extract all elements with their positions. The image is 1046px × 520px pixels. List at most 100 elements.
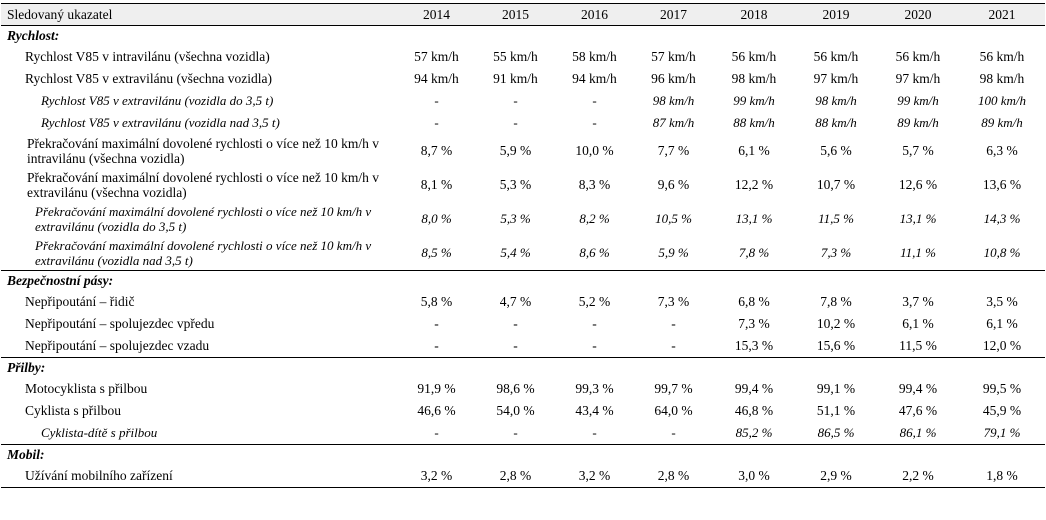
value-cell: 5,4 %	[500, 245, 531, 260]
value-cell: 10,0 %	[575, 143, 614, 158]
section-title: Mobil:	[1, 444, 1045, 465]
value-cell: 6,1 %	[986, 316, 1018, 331]
value-cell: 91,9 %	[417, 381, 456, 396]
value-cell: 85,2 %	[735, 425, 773, 440]
value-cell: 9,6 %	[657, 177, 690, 192]
value-cell: -	[671, 338, 676, 353]
value-cell: 8,5 %	[421, 245, 452, 260]
table-row: Cyklista-dítě s přilbou - - - - 85,2 % 86,5 % 8…	[1, 422, 1045, 445]
value-cell: 10,2 %	[816, 316, 856, 331]
value-cell: 89 km/h	[897, 115, 939, 130]
row-label: Překračování maximální dovolené rychlost…	[27, 136, 380, 166]
row-label: Cyklista s přilbou	[25, 403, 122, 418]
year-header: 2018	[713, 3, 795, 26]
value-cell: -	[513, 338, 518, 353]
value-cell: -	[434, 115, 439, 130]
value-cell: 15,3 %	[734, 338, 774, 353]
value-cell: 100 km/h	[977, 93, 1027, 108]
value-cell: 13,6 %	[982, 177, 1022, 192]
value-cell: 5,3 %	[499, 177, 532, 192]
value-cell: 98 km/h	[652, 93, 695, 108]
table-row: Překračování maximální dovolené rychlost…	[1, 236, 1045, 271]
table-row: Překračování maximální dovolené rychlost…	[1, 134, 1045, 168]
value-cell: 3,7 %	[902, 294, 934, 309]
row-label: Užívání mobilního zařízení	[1, 465, 397, 488]
year-header: 2020	[877, 3, 959, 26]
table-row: Rychlost V85 v intravilánu (všechna vozi…	[1, 46, 1045, 68]
value-cell: 8,1 %	[420, 177, 453, 192]
year-header: 2014	[397, 3, 476, 26]
value-cell: 96 km/h	[651, 71, 696, 86]
table-row: Rychlost V85 v extravilánu (vozidla nad …	[1, 112, 1045, 134]
value-cell: -	[434, 425, 439, 440]
section-title: Přilby:	[1, 357, 1045, 378]
value-cell: 55 km/h	[493, 49, 538, 64]
value-cell: 12,6 %	[898, 177, 938, 192]
value-cell: 3,2 %	[397, 465, 476, 488]
value-cell: 2,9 %	[795, 465, 877, 488]
table-row: Užívání mobilního zařízení 3,2 % 2,8 % 3,2 …	[1, 465, 1045, 488]
value-cell: 58 km/h	[572, 49, 617, 64]
table-row: Nepřipoutání – řidič 5,8 % 4,7 % 5,2 % 7,3 %…	[1, 291, 1045, 313]
value-cell: 98 km/h	[979, 71, 1025, 86]
value-cell: 51,1 %	[816, 403, 856, 418]
value-cell: 86,5 %	[817, 425, 855, 440]
value-cell: -	[592, 338, 597, 353]
section-header-row: Přilby:	[1, 357, 1045, 378]
value-cell: 87 km/h	[652, 115, 695, 130]
value-cell: 8,3 %	[578, 177, 611, 192]
value-cell: 3,0 %	[713, 465, 795, 488]
value-cell: 5,9 %	[658, 245, 689, 260]
value-cell: 6,1 %	[738, 143, 770, 158]
value-cell: 56 km/h	[731, 49, 777, 64]
row-label: Rychlost V85 v extravilánu (vozidla nad …	[41, 115, 280, 130]
value-cell: 6,3 %	[986, 143, 1018, 158]
value-cell: -	[671, 425, 676, 440]
table-row: Rychlost V85 v extravilánu (vozidla do 3…	[1, 90, 1045, 112]
value-cell: 5,8 %	[420, 294, 453, 309]
row-label: Překračování maximální dovolené rychlost…	[27, 170, 380, 200]
value-cell: 10,8 %	[983, 245, 1021, 260]
value-cell: 88 km/h	[733, 115, 775, 130]
row-label: Rychlost V85 v extravilánu (všechna vozi…	[25, 71, 273, 86]
value-cell: 54,0 %	[496, 403, 535, 418]
row-label: Rychlost V85 v intravilánu (všechna vozi…	[25, 49, 270, 64]
value-cell: 56 km/h	[979, 49, 1025, 64]
value-cell: 6,1 %	[902, 316, 934, 331]
value-cell: 12,2 %	[734, 177, 774, 192]
row-label: Nepřipoutání – řidič	[25, 294, 135, 309]
value-cell: 15,6 %	[816, 338, 856, 353]
year-header: 2021	[959, 3, 1045, 26]
value-cell: 64,0 %	[654, 403, 693, 418]
value-cell: 43,4 %	[575, 403, 614, 418]
value-cell: 99,4 %	[734, 381, 774, 396]
value-cell: 7,8 %	[820, 294, 852, 309]
value-cell: 86,1 %	[899, 425, 937, 440]
value-cell: -	[434, 93, 439, 108]
table-row: Rychlost V85 v extravilánu (všechna vozi…	[1, 68, 1045, 90]
value-cell: 98 km/h	[731, 71, 777, 86]
value-cell: -	[592, 425, 597, 440]
value-cell: 56 km/h	[813, 49, 859, 64]
value-cell: 5,6 %	[820, 143, 852, 158]
value-cell: 57 km/h	[414, 49, 459, 64]
table-row: Cyklista s přilbou 46,6 % 54,0 % 43,4 % 64,0…	[1, 400, 1045, 422]
section-title: Bezpečnostní pásy:	[1, 270, 1045, 291]
section-header-row: Mobil:	[1, 444, 1045, 465]
value-cell: 7,3 %	[657, 294, 690, 309]
value-cell: 89 km/h	[981, 115, 1023, 130]
header-label: Sledovaný ukazatel	[1, 3, 397, 26]
value-cell: 97 km/h	[813, 71, 859, 86]
table-row: Nepřipoutání – spolujezdec vzadu - - - - 15,3…	[1, 335, 1045, 358]
row-label: Cyklista-dítě s přilbou	[41, 425, 158, 440]
year-header: 2019	[795, 3, 877, 26]
row-label: Překračování maximální dovolené rychlost…	[35, 204, 372, 234]
value-cell: 8,7 %	[420, 143, 453, 158]
value-cell: 94 km/h	[572, 71, 617, 86]
value-cell: -	[513, 115, 518, 130]
value-cell: 91 km/h	[493, 71, 538, 86]
year-header: 2015	[476, 3, 555, 26]
section-header-row: Bezpečnostní pásy:	[1, 270, 1045, 291]
section-header-row: Rychlost:	[1, 26, 1045, 47]
value-cell: 7,8 %	[738, 245, 770, 260]
